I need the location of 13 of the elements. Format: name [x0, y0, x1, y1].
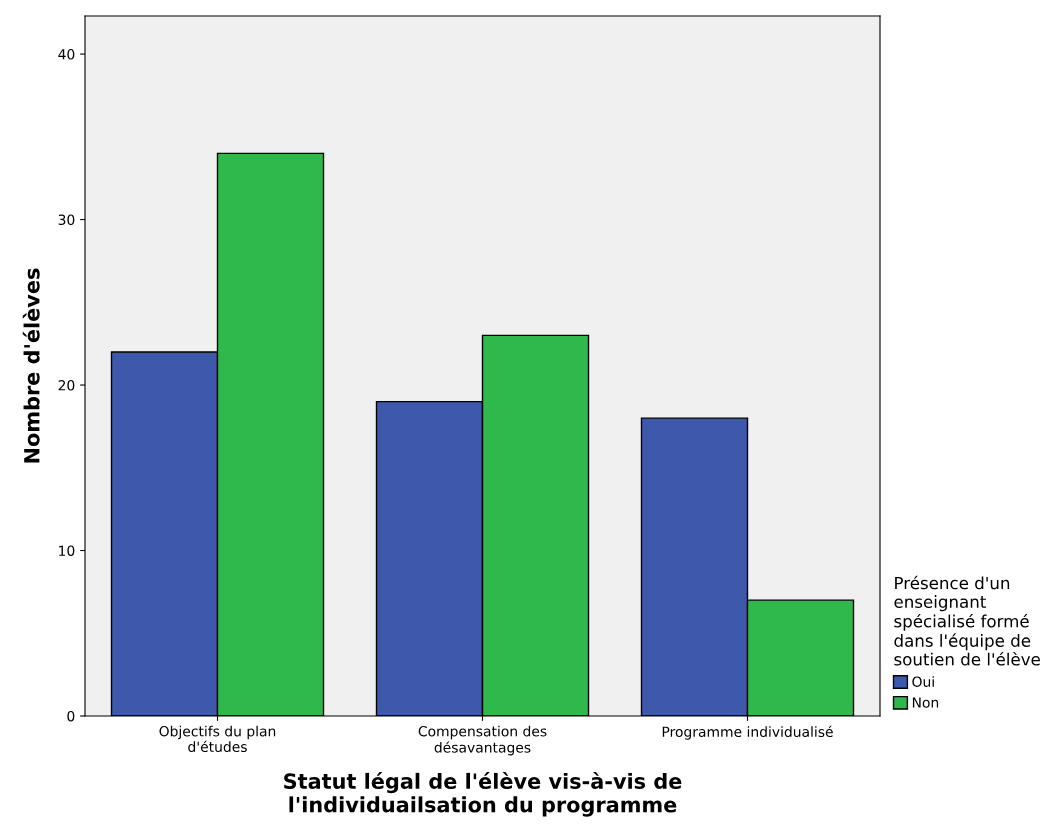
- y-tick-label: 10: [59, 545, 75, 556]
- x-tick-label: Objectifs du plan d'études: [159, 725, 276, 753]
- y-tick-label: 20: [58, 380, 75, 391]
- legend-label: Non: [912, 697, 939, 708]
- y-axis-title: Nombre d'élèves: [22, 268, 40, 463]
- x-axis-title: Statut légal de l'élève vis-à-vis de l'individuailsation du programme: [284, 772, 682, 817]
- y-tick-label: 40: [58, 49, 75, 60]
- y-tick-label: 0: [67, 710, 75, 722]
- legend-label: Oui: [912, 676, 934, 687]
- x-tick-label: Compensation des désavantages: [418, 725, 547, 756]
- y-tick-label: 30: [58, 214, 75, 226]
- x-tick-label: Programme individualisé: [662, 725, 833, 740]
- legend-title: Présence d'un enseignant spécialisé formé dans l'équipe de soutien de l'élève: [894, 575, 1040, 666]
